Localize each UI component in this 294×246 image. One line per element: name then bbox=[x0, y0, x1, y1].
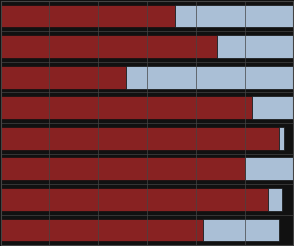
Bar bbox=[1, 188, 268, 211]
Bar bbox=[245, 157, 293, 180]
Bar bbox=[279, 127, 283, 150]
Bar bbox=[251, 96, 294, 119]
Bar bbox=[1, 96, 251, 119]
Bar bbox=[1, 218, 203, 242]
Bar bbox=[1, 157, 245, 180]
Bar bbox=[126, 66, 294, 89]
Bar bbox=[1, 66, 126, 89]
Bar bbox=[1, 4, 175, 28]
Bar bbox=[1, 35, 217, 58]
Bar bbox=[175, 4, 293, 28]
Bar bbox=[1, 127, 279, 150]
Bar bbox=[217, 35, 294, 58]
Bar bbox=[203, 218, 279, 242]
Bar bbox=[268, 188, 282, 211]
